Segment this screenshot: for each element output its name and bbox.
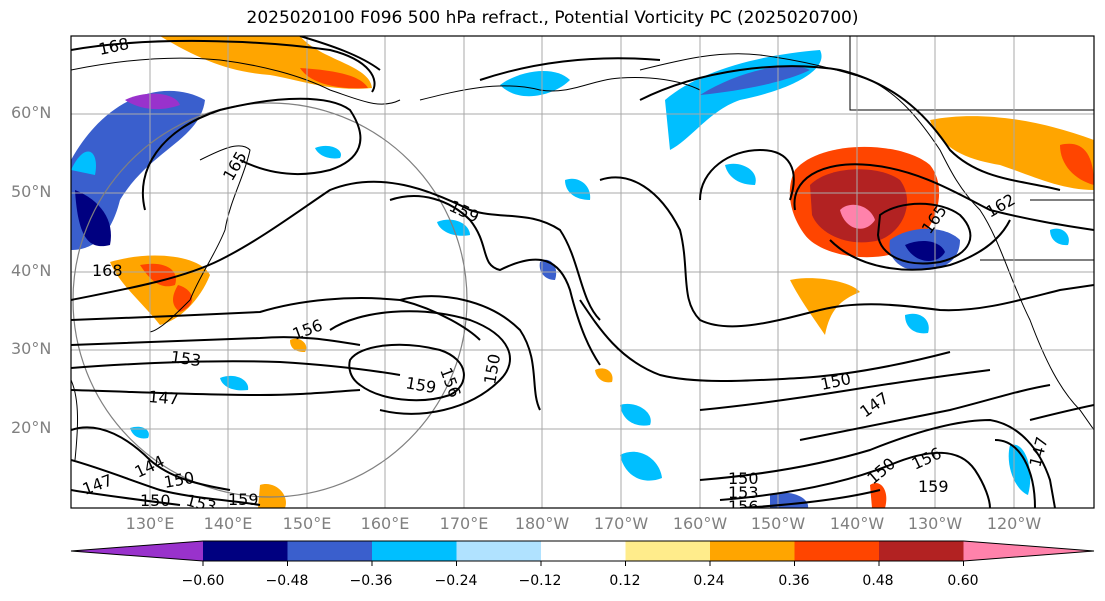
colorbar-swatch: [625, 541, 710, 561]
lon-label: 150°E: [282, 514, 332, 533]
colorbar-tick-label: 0.48: [862, 573, 894, 589]
colorbar-tick-label: −0.24: [434, 573, 478, 589]
contour-label: 156: [728, 497, 759, 516]
pv-positive-region: [595, 368, 613, 383]
lon-label: 170°E: [439, 514, 489, 533]
contour-label: 159: [918, 477, 949, 496]
refractivity-contours: [71, 36, 1094, 508]
pv-positive-region: [140, 263, 176, 287]
colorbar-swatch: [203, 541, 288, 561]
contour-label: 159: [228, 490, 259, 509]
pv-negative-region: [220, 375, 249, 391]
pv-negative-region: [725, 163, 756, 185]
contour-label: 168: [97, 34, 131, 59]
pv-positive-region: [173, 285, 193, 312]
lat-label: 30°N: [11, 339, 52, 358]
colorbar-swatch: [287, 541, 372, 561]
pv-positive-region: [258, 484, 286, 508]
colorbar-tick-label: −0.60: [181, 573, 225, 589]
pv-negative-region: [905, 313, 929, 334]
colorbar-swatch: [372, 541, 457, 561]
colorbar-tick-label: −0.48: [265, 573, 309, 589]
pv-negative-region: [700, 66, 810, 95]
pv-negative-region: [125, 93, 180, 110]
pv-positive-region: [790, 278, 860, 335]
colorbar-tick-label: 0.12: [609, 573, 641, 589]
map-frame: [70, 35, 1095, 509]
pv-negative-region: [130, 426, 149, 439]
lon-label: 150°W: [750, 514, 806, 533]
contour-label: 153: [728, 483, 759, 502]
contour-label: 150: [728, 469, 759, 488]
colorbar-swatch: [794, 541, 879, 561]
pv-positive-region: [290, 338, 307, 352]
colorbar-swatch: [456, 541, 541, 561]
pv-negative-region: [620, 403, 651, 426]
pv-positive-region: [870, 482, 887, 508]
pv-negative-region: [71, 151, 96, 175]
lon-label: 120°W: [986, 514, 1042, 533]
lon-label: 160°E: [360, 514, 410, 533]
pv-negative-region: [1050, 228, 1069, 246]
colorbar-tick-label: 0.36: [778, 573, 810, 589]
pv-positive-region: [300, 68, 368, 89]
pv-negative-region: [75, 190, 111, 247]
colorbar-swatch: [710, 541, 795, 561]
map-title: 2025020100 F096 500 hPa refract., Potent…: [246, 8, 859, 28]
contour-label: 147: [148, 387, 180, 409]
lat-label: 50°N: [11, 182, 52, 201]
pv-negative-region: [500, 70, 570, 97]
lon-label: 130°E: [125, 514, 175, 533]
pv-positive-region: [1060, 143, 1094, 185]
lat-label: 40°N: [11, 261, 52, 280]
colorbar-tick-label: −0.36: [349, 573, 393, 589]
lat-label: 20°N: [11, 418, 52, 437]
colorbar-tick-label: 0.24: [693, 573, 725, 589]
contour-label: 168: [92, 261, 123, 280]
lon-label: 180°W: [514, 514, 570, 533]
colorbar-swatch: [71, 541, 203, 561]
pv-negative-region: [71, 90, 205, 251]
pv-negative-region: [315, 145, 341, 159]
coastlines: [71, 36, 1094, 461]
lon-label: 140°W: [829, 514, 885, 533]
graticule: [71, 36, 1094, 508]
colorbar-segments: [70, 540, 1095, 562]
pv-positive-region: [930, 116, 1094, 190]
contour-label: 150: [140, 491, 171, 510]
colorbar-tick-label: 0.60: [947, 573, 979, 589]
colorbar-swatch: [963, 541, 1094, 561]
colorbar-swatch: [541, 541, 626, 561]
pv-negative-region: [620, 451, 662, 481]
lon-label: 170°W: [593, 514, 649, 533]
pv-negative-region: [565, 178, 591, 200]
colorbar-tick-label: −0.12: [518, 573, 562, 589]
lon-label: 130°W: [907, 514, 963, 533]
lon-label: 160°W: [672, 514, 728, 533]
lat-label: 60°N: [11, 103, 52, 122]
colorbar-swatch: [879, 541, 964, 561]
contour-label: 153: [169, 347, 202, 370]
colorbar-ticks: [202, 561, 964, 566]
lon-label: 140°E: [203, 514, 253, 533]
